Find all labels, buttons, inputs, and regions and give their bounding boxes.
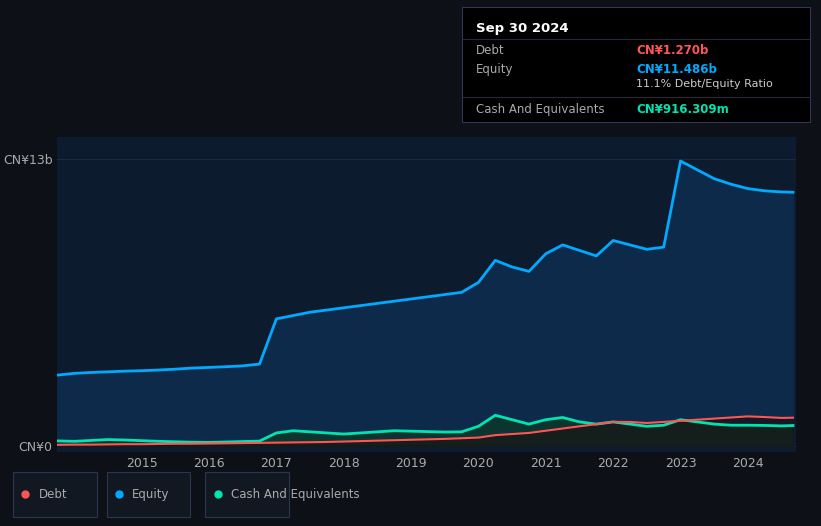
Text: Equity: Equity [132,488,170,501]
Text: Cash And Equivalents: Cash And Equivalents [476,103,605,116]
Text: CN¥11.486b: CN¥11.486b [636,63,718,76]
Text: Debt: Debt [476,44,505,57]
Text: Debt: Debt [39,488,67,501]
FancyBboxPatch shape [13,472,97,517]
Text: Cash And Equivalents: Cash And Equivalents [231,488,360,501]
Text: Equity: Equity [476,63,514,76]
Text: CN¥916.309m: CN¥916.309m [636,103,729,116]
Text: 11.1% Debt/Equity Ratio: 11.1% Debt/Equity Ratio [636,79,773,89]
Text: Sep 30 2024: Sep 30 2024 [476,22,569,35]
FancyBboxPatch shape [107,472,190,517]
FancyBboxPatch shape [205,472,289,517]
Text: CN¥1.270b: CN¥1.270b [636,44,709,57]
